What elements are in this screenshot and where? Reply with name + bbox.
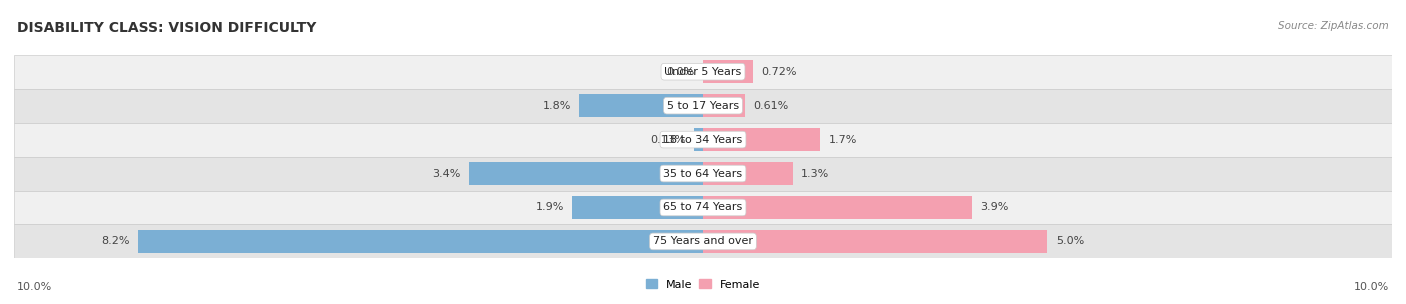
Bar xyxy=(468,162,703,185)
Text: DISABILITY CLASS: VISION DIFFICULTY: DISABILITY CLASS: VISION DIFFICULTY xyxy=(17,21,316,35)
Text: 75 Years and over: 75 Years and over xyxy=(652,237,754,247)
Text: 0.13%: 0.13% xyxy=(651,135,686,145)
Text: 10.0%: 10.0% xyxy=(17,282,52,292)
Legend: Male, Female: Male, Female xyxy=(647,279,759,289)
Text: 1.7%: 1.7% xyxy=(828,135,856,145)
FancyBboxPatch shape xyxy=(14,55,1392,89)
FancyBboxPatch shape xyxy=(14,123,1392,157)
Text: 3.9%: 3.9% xyxy=(980,202,1008,212)
Text: Source: ZipAtlas.com: Source: ZipAtlas.com xyxy=(1278,21,1389,31)
Text: 1.3%: 1.3% xyxy=(801,168,830,178)
Bar xyxy=(703,60,752,83)
Text: Under 5 Years: Under 5 Years xyxy=(665,67,741,77)
Text: 65 to 74 Years: 65 to 74 Years xyxy=(664,202,742,212)
Text: 0.72%: 0.72% xyxy=(761,67,796,77)
Bar xyxy=(703,196,972,219)
FancyBboxPatch shape xyxy=(14,157,1392,191)
FancyBboxPatch shape xyxy=(14,224,1392,258)
Bar xyxy=(703,94,745,117)
Bar xyxy=(703,230,1047,253)
FancyBboxPatch shape xyxy=(14,89,1392,123)
Text: 0.0%: 0.0% xyxy=(666,67,695,77)
Text: 5.0%: 5.0% xyxy=(1056,237,1084,247)
Text: 35 to 64 Years: 35 to 64 Years xyxy=(664,168,742,178)
Bar xyxy=(703,128,820,151)
Text: 10.0%: 10.0% xyxy=(1354,282,1389,292)
Text: 1.9%: 1.9% xyxy=(536,202,564,212)
Bar xyxy=(579,94,703,117)
Bar xyxy=(138,230,703,253)
Text: 1.8%: 1.8% xyxy=(543,101,571,111)
FancyBboxPatch shape xyxy=(14,191,1392,224)
Text: 8.2%: 8.2% xyxy=(101,237,129,247)
Text: 0.61%: 0.61% xyxy=(754,101,789,111)
Bar xyxy=(695,128,703,151)
Bar xyxy=(572,196,703,219)
Bar xyxy=(703,162,793,185)
Text: 3.4%: 3.4% xyxy=(432,168,461,178)
Text: 5 to 17 Years: 5 to 17 Years xyxy=(666,101,740,111)
Text: 18 to 34 Years: 18 to 34 Years xyxy=(664,135,742,145)
